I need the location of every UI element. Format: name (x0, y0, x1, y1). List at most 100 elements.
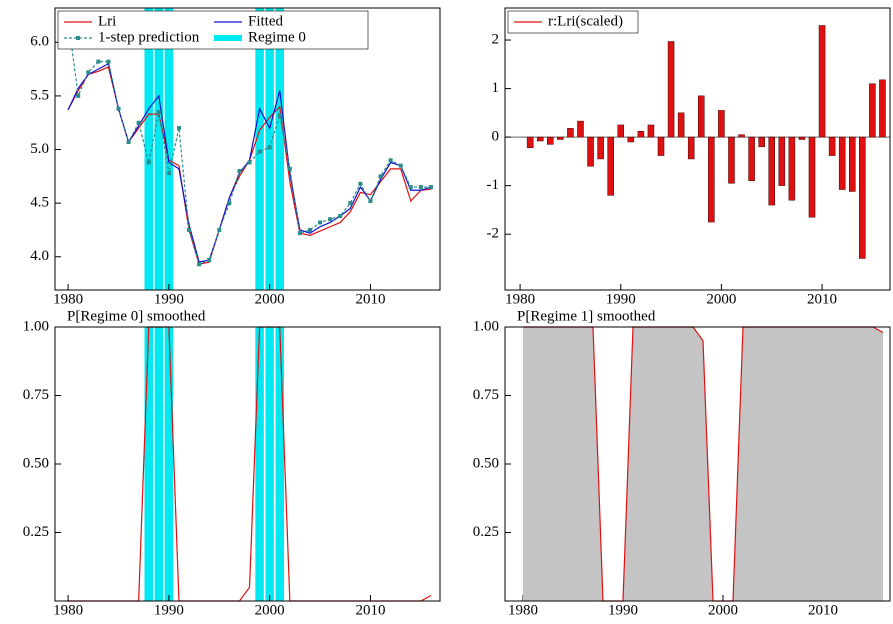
y-tick-label: 4.5 (30, 195, 49, 211)
point-marker (348, 201, 352, 205)
point-marker (389, 158, 393, 162)
point-marker (137, 121, 141, 125)
x-tick-label: 2010 (355, 291, 385, 307)
point-marker (288, 167, 292, 171)
bar (588, 137, 594, 166)
bar (537, 137, 543, 141)
legend-label: Fitted (248, 13, 284, 29)
x-tick-label: 1980 (505, 291, 535, 307)
point-marker (237, 169, 241, 173)
bar (739, 135, 745, 137)
x-tick-label: 2010 (355, 602, 385, 618)
point-marker (298, 231, 302, 235)
point-marker (368, 199, 372, 203)
bar (829, 137, 835, 155)
panel-title: P[Regime 0] smoothed (67, 308, 206, 324)
bar (527, 137, 533, 148)
x-tick-label: 2010 (807, 291, 837, 307)
point-marker (328, 217, 332, 221)
area-fill (523, 327, 883, 601)
bar (769, 137, 775, 205)
regime-band (155, 8, 163, 290)
y-tick-label: 0.75 (473, 387, 499, 403)
point-marker (399, 164, 403, 168)
x-tick-label: 2000 (255, 291, 285, 307)
point-marker (147, 160, 151, 164)
regime-band (255, 8, 263, 290)
panel-title: P[Regime 1] smoothed (517, 308, 656, 324)
bar (819, 25, 825, 137)
regime-band (276, 327, 284, 601)
y-tick-label: 5.5 (30, 87, 49, 103)
x-tick-label: 1990 (608, 602, 638, 618)
y-tick-label: 0.25 (23, 524, 49, 540)
bar (759, 137, 765, 147)
plot-frame (55, 327, 440, 601)
x-tick-label: 2010 (808, 602, 838, 618)
bar (879, 80, 885, 137)
bar (668, 41, 674, 137)
y-tick-label: 1.00 (23, 318, 49, 334)
point-marker (258, 150, 262, 154)
regime-band (276, 8, 284, 290)
point-marker (308, 228, 312, 232)
point-marker (116, 107, 120, 111)
regime-band (165, 327, 173, 601)
legend-marker (76, 36, 80, 40)
bar (557, 137, 563, 139)
bar (789, 137, 795, 200)
bar (628, 137, 634, 142)
y-tick-label: 5.0 (30, 141, 49, 157)
x-tick-label: 2000 (708, 602, 738, 618)
point-marker (338, 214, 342, 218)
regime-band (255, 327, 263, 601)
x-tick-label: 1990 (606, 291, 636, 307)
regime-band (265, 327, 273, 601)
point-marker (167, 171, 171, 175)
bar (658, 137, 664, 155)
legend-label: r:Lri(scaled) (548, 13, 623, 29)
bar (678, 113, 684, 137)
point-marker (318, 220, 322, 224)
point-marker (106, 60, 110, 64)
x-tick-label: 1980 (53, 602, 83, 618)
legend-label: Regime 0 (248, 29, 306, 45)
point-marker (409, 185, 413, 189)
x-tick-label: 1980 (508, 602, 538, 618)
point-marker (227, 201, 231, 205)
y-tick-label: -1 (487, 177, 500, 193)
bar (708, 137, 714, 222)
y-tick-label: 1 (492, 80, 500, 96)
bar (728, 137, 734, 183)
y-tick-label: 1.00 (473, 318, 499, 334)
bar (809, 137, 815, 217)
bar (638, 131, 644, 137)
bar (648, 125, 654, 137)
bar (567, 128, 573, 137)
point-marker (96, 60, 100, 64)
y-tick-label: 6.0 (30, 34, 49, 50)
bar (859, 137, 865, 258)
point-marker (248, 160, 252, 164)
point-marker (379, 174, 383, 178)
point-marker (358, 182, 362, 186)
point-marker (268, 145, 272, 149)
point-marker (187, 228, 191, 232)
point-marker (177, 126, 181, 130)
series-line (68, 327, 431, 601)
x-tick-label: 2000 (255, 602, 285, 618)
y-tick-label: 0.25 (473, 524, 499, 540)
bar (779, 137, 785, 186)
series-line (68, 19, 431, 265)
regime-band (155, 327, 163, 601)
bar (869, 84, 875, 137)
bar (839, 137, 845, 189)
y-tick-label: 0 (492, 129, 500, 145)
series-line (68, 67, 431, 264)
bar (598, 137, 604, 159)
legend-label: 1-step prediction (98, 29, 200, 45)
point-marker (76, 94, 80, 98)
bar (749, 137, 755, 181)
bar (547, 137, 553, 144)
y-tick-label: 0.50 (473, 455, 499, 471)
